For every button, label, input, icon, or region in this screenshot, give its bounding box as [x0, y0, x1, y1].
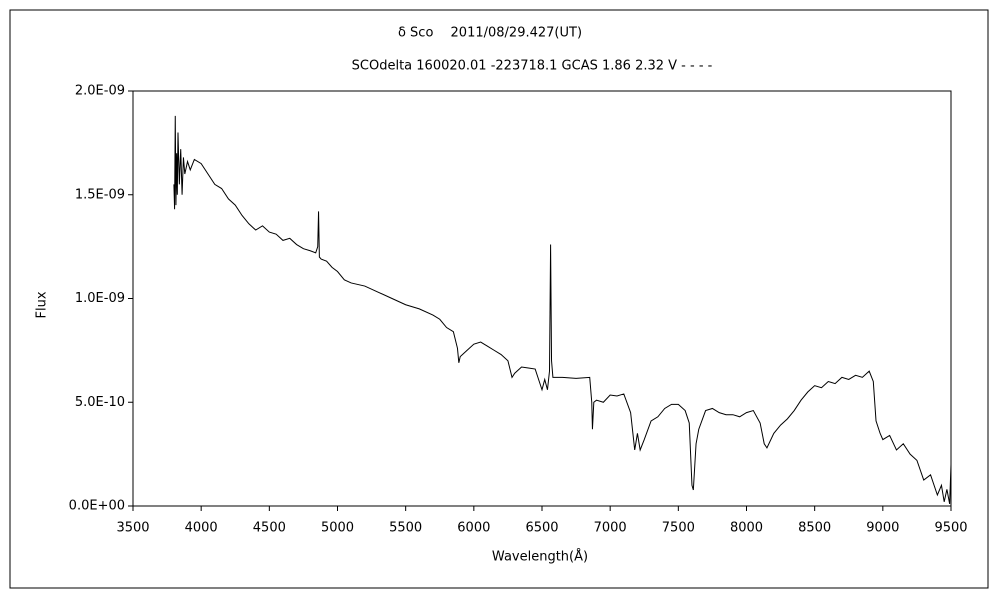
chart-title: δ Sco 2011/08/29.427(UT): [398, 26, 582, 41]
x-tick-label: 6500: [525, 521, 558, 536]
x-tick-label: 5000: [321, 521, 354, 536]
x-tick-label: 8500: [798, 521, 831, 536]
y-tick-label: 1.5E-09: [75, 187, 125, 202]
x-tick-label: 6000: [457, 521, 490, 536]
x-tick-label: 7000: [594, 521, 627, 536]
x-tick-label: 7500: [662, 521, 695, 536]
y-tick-label: 0.0E+00: [69, 499, 125, 514]
x-tick-label: 3500: [116, 521, 149, 536]
x-tick-label: 8000: [730, 521, 763, 536]
chart-subtitle: SCOdelta 160020.01 -223718.1 GCAS 1.86 2…: [352, 59, 713, 74]
y-tick-label: 2.0E-09: [75, 84, 125, 99]
y-tick-label: 5.0E-10: [75, 395, 125, 410]
y-tick-label: 1.0E-09: [75, 291, 125, 306]
x-tick-label: 4000: [185, 521, 218, 536]
y-axis-label: Flux: [35, 291, 50, 318]
x-tick-label: 9000: [866, 521, 899, 536]
x-tick-label: 4500: [253, 521, 286, 536]
spectrum-line: [173, 115, 952, 505]
x-axis-label: Wavelength(Å): [492, 549, 588, 565]
plot-area: [132, 90, 952, 507]
x-tick-label: 9500: [934, 521, 967, 536]
x-tick-label: 5500: [389, 521, 422, 536]
